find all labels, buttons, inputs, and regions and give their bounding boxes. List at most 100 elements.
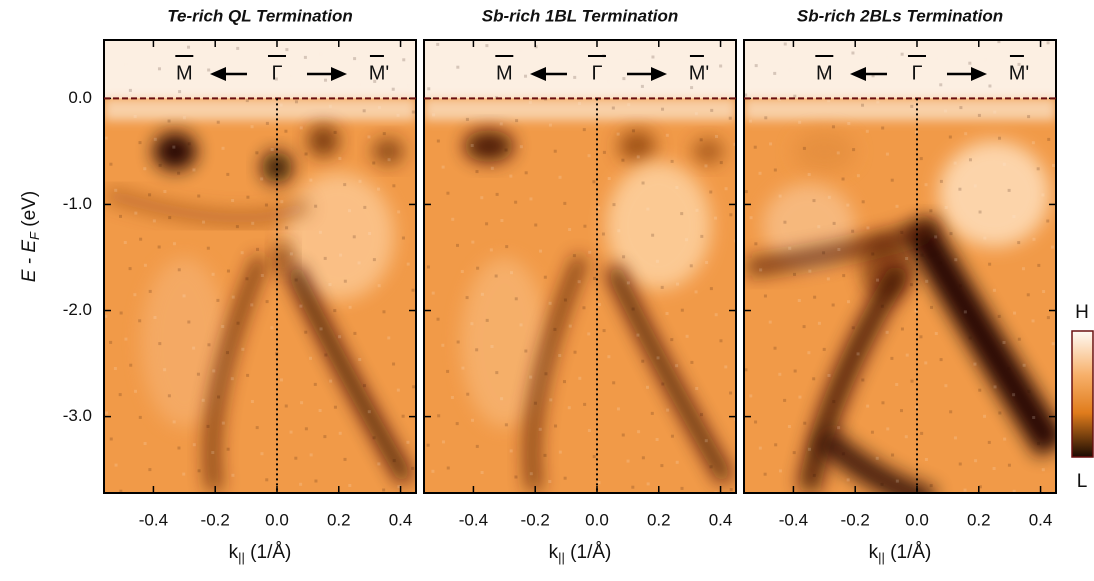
noise: [925, 279, 929, 283]
noise: [783, 220, 787, 224]
noise: [304, 330, 308, 334]
noise: [832, 400, 836, 404]
noise: [690, 360, 694, 364]
noise: [764, 116, 768, 120]
intensity-feature: [153, 132, 197, 171]
noise: [338, 157, 342, 160]
noise: [1022, 363, 1026, 367]
noise: [808, 269, 812, 273]
noise: [372, 161, 376, 165]
symmetry-point: M': [1009, 62, 1029, 84]
noise: [885, 56, 889, 59]
noise: [157, 245, 161, 249]
noise: [865, 129, 869, 133]
noise: [143, 442, 147, 445]
noise: [948, 135, 952, 139]
noise: [788, 246, 792, 250]
noise: [524, 74, 528, 78]
noise: [294, 100, 298, 104]
noise: [221, 421, 225, 425]
noise: [396, 113, 400, 117]
noise: [699, 138, 703, 142]
noise: [441, 165, 445, 169]
noise: [114, 463, 118, 467]
noise: [846, 300, 850, 304]
noise: [612, 203, 616, 207]
noise: [719, 339, 723, 343]
noise: [534, 223, 538, 227]
noise: [655, 438, 659, 441]
noise: [573, 75, 577, 79]
intensity-feature: [938, 140, 1050, 247]
noise: [519, 323, 523, 327]
noise: [774, 443, 778, 447]
noise: [362, 384, 366, 388]
noise: [427, 87, 431, 91]
noise: [348, 484, 352, 487]
noise: [973, 87, 977, 91]
x-tick-label: 0.0: [905, 510, 929, 529]
noise: [289, 252, 293, 256]
panel-title: Sb-rich 2BLs Termination: [797, 6, 1003, 25]
noise: [607, 80, 611, 84]
noise: [651, 233, 655, 237]
x-label-main: k: [869, 542, 879, 563]
noise: [333, 405, 337, 409]
noise: [724, 187, 728, 191]
noise: [328, 283, 332, 286]
noise: [627, 103, 631, 107]
noise: [118, 393, 122, 397]
noise: [684, 238, 688, 242]
noise: [465, 117, 469, 121]
noise: [626, 281, 630, 285]
noise: [294, 456, 298, 460]
noise: [759, 268, 763, 272]
noise: [471, 418, 475, 422]
noise: [856, 77, 860, 81]
noise: [769, 142, 773, 146]
y-tick-label: -1.0: [63, 194, 92, 213]
noise: [191, 71, 195, 75]
noise: [798, 120, 802, 124]
noise: [504, 423, 508, 427]
noise: [343, 457, 347, 461]
noise: [661, 382, 665, 386]
noise: [617, 229, 621, 233]
noise: [704, 164, 708, 168]
noise: [304, 427, 308, 431]
noise: [997, 314, 1001, 318]
noise: [436, 317, 440, 321]
noise: [695, 208, 699, 212]
noise: [621, 158, 625, 162]
noise: [265, 478, 269, 482]
noise: [455, 422, 459, 426]
noise: [651, 55, 655, 59]
x-label-main: k: [549, 542, 559, 563]
noise: [817, 225, 821, 229]
noise: [489, 248, 493, 252]
noise: [362, 109, 366, 113]
noise: [553, 149, 557, 153]
noise: [270, 326, 274, 330]
noise: [910, 104, 914, 108]
noise: [519, 145, 523, 149]
noise: [119, 214, 123, 218]
noise: [812, 473, 816, 477]
noise: [309, 178, 313, 182]
noise: [939, 83, 943, 87]
noise: [289, 430, 293, 434]
noise: [640, 84, 644, 88]
noise: [285, 48, 289, 52]
noise: [846, 478, 850, 482]
noise: [377, 462, 381, 466]
noise: [172, 420, 176, 424]
noise: [290, 74, 294, 78]
noise: [411, 466, 415, 470]
noise: [631, 485, 635, 489]
noise: [836, 151, 840, 155]
noise: [601, 232, 605, 236]
noise: [241, 347, 245, 351]
colorbar-high: H: [1075, 302, 1089, 323]
noise: [450, 396, 454, 399]
noise: [548, 123, 552, 127]
